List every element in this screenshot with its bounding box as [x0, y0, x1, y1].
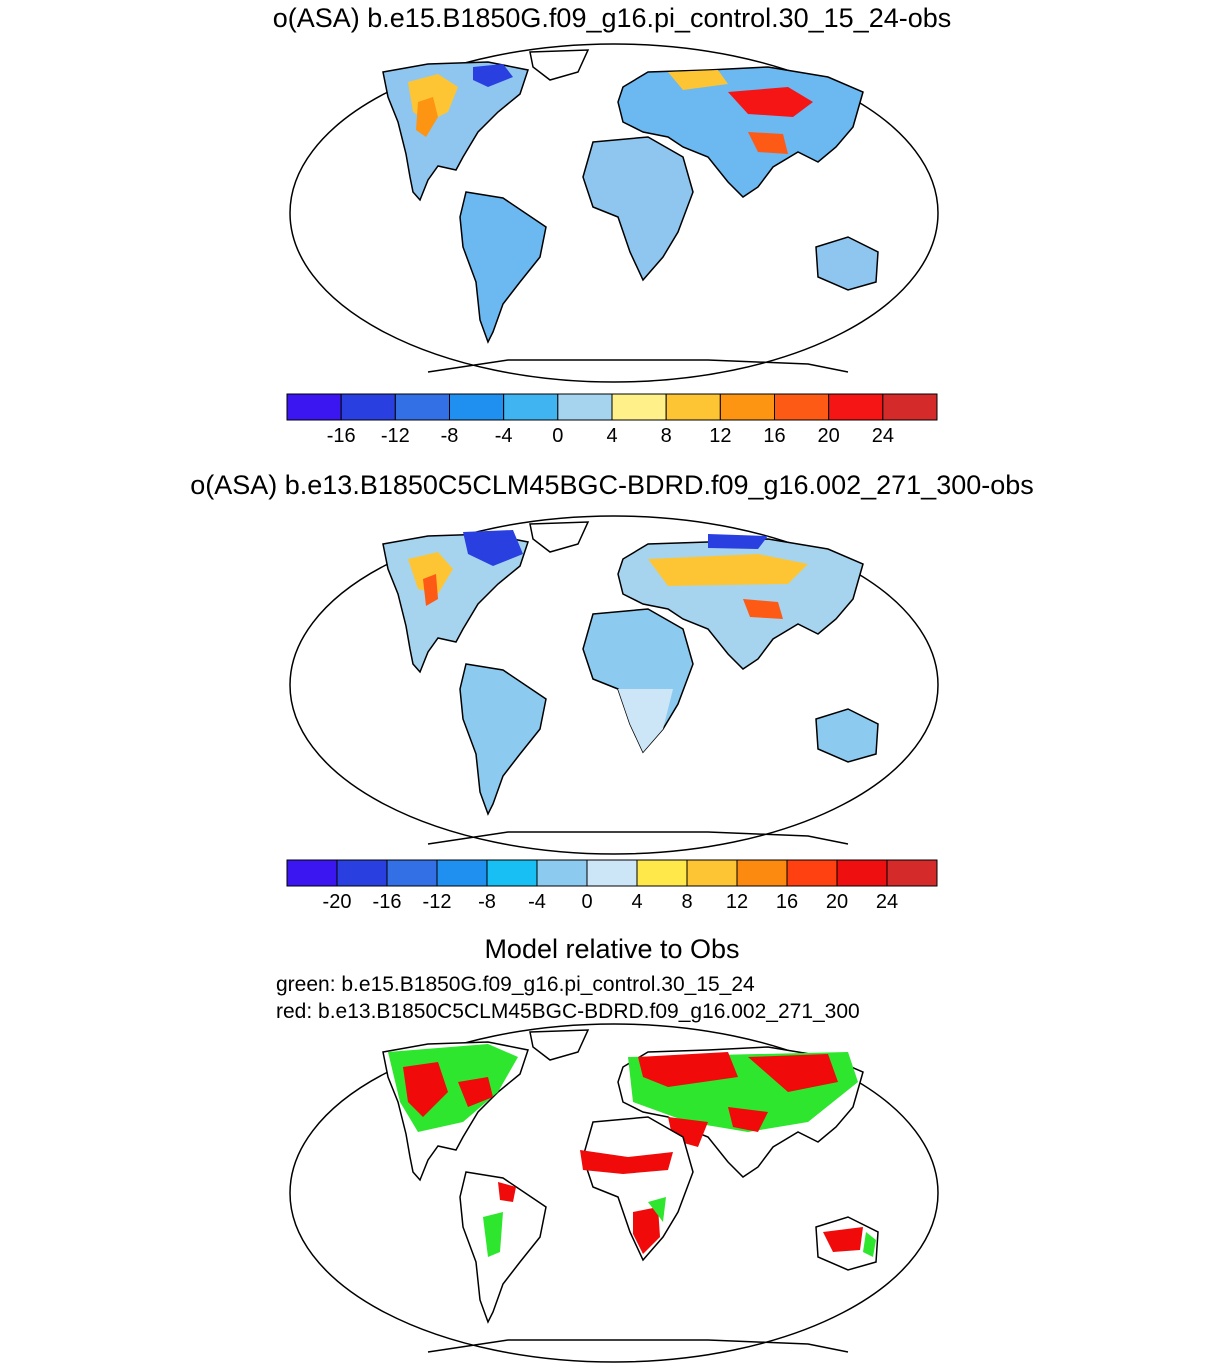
colorbar-swatch — [286, 393, 342, 421]
colorbar-tick-label: 12 — [709, 425, 732, 447]
colorbar-tick-label: -4 — [494, 425, 513, 447]
greenland — [529, 49, 590, 81]
panel3-map — [289, 1023, 939, 1363]
colorbar-swatch — [665, 393, 721, 421]
colorbar-swatch — [286, 859, 338, 887]
colorbar-tick-label: -12 — [422, 891, 452, 913]
panel1-title: o(ASA) b.e15.B1850G.f09_g16.pi_control.3… — [272, 3, 952, 33]
colorbar-swatch — [536, 859, 588, 887]
colorbar-swatch — [449, 393, 505, 421]
colorbar-swatch — [394, 393, 451, 421]
colorbar-swatch — [340, 393, 396, 421]
australia — [815, 708, 879, 763]
colorbar-swatch — [828, 393, 884, 421]
panel2-colorbar — [286, 859, 938, 887]
colorbar-tick-label: 4 — [631, 891, 643, 913]
south-america — [459, 191, 547, 344]
legend-red: red: b.e13.B1850C5CLM45BGC-BDRD.f09_g16.… — [276, 1000, 860, 1023]
panel1-map — [289, 43, 939, 383]
panel1-colorbar — [286, 393, 938, 421]
panel2-map — [289, 515, 939, 855]
colorbar-tick-label: 20 — [817, 425, 840, 447]
colorbar-swatch — [886, 859, 938, 887]
colorbar-tick-label: 16 — [763, 425, 786, 447]
panel3-title: Model relative to Obs — [484, 934, 740, 964]
antarctica — [427, 359, 849, 373]
colorbar-tick-label: -12 — [380, 425, 410, 447]
australia — [815, 236, 879, 291]
colorbar-swatch — [774, 393, 830, 421]
colorbar-tick-label: -4 — [528, 891, 546, 913]
colorbar-tick-label: 16 — [775, 891, 799, 913]
colorbar-swatch — [636, 859, 688, 887]
colorbar-swatch — [486, 859, 538, 887]
colorbar-tick-label: 8 — [660, 425, 672, 447]
colorbar-swatch — [557, 393, 613, 421]
colorbar-tick-label: -16 — [372, 891, 402, 913]
greenland — [529, 1029, 590, 1061]
colorbar-tick-label: 0 — [552, 425, 564, 447]
colorbar-tick-label: 0 — [581, 891, 593, 913]
south-america — [459, 1171, 547, 1324]
panel2-title: o(ASA) b.e13.B1850C5CLM45BGC-BDRD.f09_g1… — [190, 470, 1034, 500]
colorbar-swatch — [736, 859, 788, 887]
colorbar-swatch — [503, 393, 559, 421]
south-america — [459, 663, 547, 816]
colorbar-swatch — [882, 393, 938, 421]
antarctica — [427, 1339, 849, 1353]
panel1-land — [382, 49, 879, 373]
panel3-land — [382, 1029, 879, 1353]
legend-green: green: b.e15.B1850G.f09_g16.pi_control.3… — [276, 973, 755, 996]
africa — [582, 1116, 694, 1262]
colorbar-tick-label: -8 — [440, 425, 459, 447]
colorbar-tick-label: 4 — [606, 425, 618, 447]
colorbar-swatch — [436, 859, 488, 887]
colorbar-tick-label: -16 — [326, 425, 356, 447]
colorbar-swatch — [586, 859, 638, 887]
colorbar-swatch — [786, 859, 838, 887]
colorbar-swatch — [686, 859, 738, 887]
africa — [582, 136, 694, 282]
colorbar-tick-label: 20 — [825, 891, 849, 913]
antarctica — [427, 831, 849, 845]
greenland — [529, 521, 590, 553]
colorbar-tick-label: 12 — [725, 891, 749, 913]
colorbar-tick-label: -20 — [322, 891, 352, 913]
colorbar-tick-label: -8 — [478, 891, 496, 913]
colorbar-swatch — [719, 393, 776, 421]
colorbar-tick-label: 8 — [681, 891, 693, 913]
colorbar-swatch — [836, 859, 888, 887]
panel2-land — [382, 521, 879, 845]
colorbar-swatch — [336, 859, 388, 887]
colorbar-swatch — [386, 859, 438, 887]
colorbar-swatch — [611, 393, 667, 421]
colorbar-tick-label: 24 — [871, 425, 894, 447]
colorbar-tick-label: 24 — [875, 891, 899, 913]
